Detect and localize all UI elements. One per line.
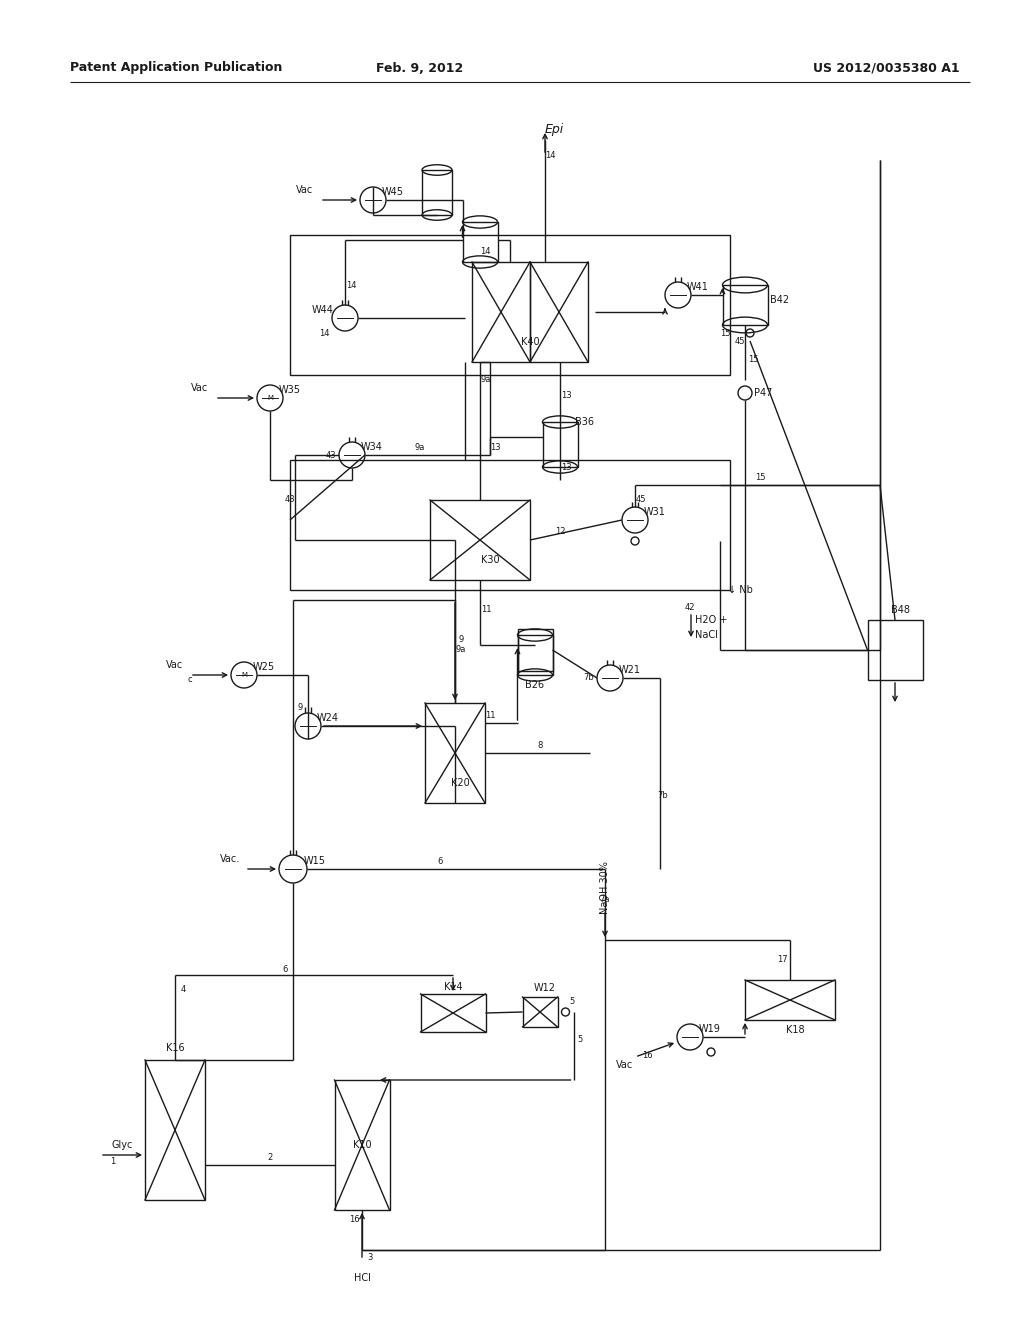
- Text: W25: W25: [253, 663, 275, 672]
- Bar: [335, 1080, 389, 1210]
- Bar: [463, 222, 498, 261]
- Text: 14: 14: [318, 329, 330, 338]
- Text: K10: K10: [352, 1140, 372, 1150]
- Text: W21: W21: [618, 665, 641, 675]
- Text: Vac: Vac: [191, 383, 209, 393]
- Text: Vac: Vac: [616, 1060, 634, 1071]
- Text: 11: 11: [484, 710, 496, 719]
- Text: 7b: 7b: [657, 791, 669, 800]
- Text: 14: 14: [545, 150, 555, 160]
- Text: W12: W12: [534, 983, 556, 993]
- Text: W34: W34: [361, 442, 383, 451]
- Text: Feb. 9, 2012: Feb. 9, 2012: [377, 62, 464, 74]
- Text: Epi: Epi: [545, 124, 564, 136]
- Text: NaCl: NaCl: [695, 630, 718, 640]
- Text: B26: B26: [525, 680, 545, 690]
- Text: HCl: HCl: [353, 1272, 371, 1283]
- Text: W31: W31: [644, 507, 666, 517]
- Text: H2O +: H2O +: [695, 615, 727, 624]
- Text: W24: W24: [317, 713, 339, 723]
- Text: 6: 6: [283, 965, 288, 974]
- Text: 16: 16: [642, 1051, 652, 1060]
- Text: 14: 14: [480, 248, 490, 256]
- Text: 9: 9: [459, 635, 464, 644]
- Text: 14: 14: [346, 281, 356, 289]
- Text: P47: P47: [754, 388, 772, 399]
- Text: M: M: [267, 395, 273, 401]
- Text: 45: 45: [636, 495, 646, 504]
- Text: 4: 4: [180, 986, 185, 994]
- Text: 15: 15: [755, 474, 765, 483]
- Text: 16: 16: [349, 1216, 359, 1225]
- Text: NaOH 30%: NaOH 30%: [600, 862, 610, 915]
- Text: Patent Application Publication: Patent Application Publication: [70, 62, 283, 74]
- Bar: [145, 1060, 205, 1200]
- Text: W45: W45: [382, 187, 404, 197]
- Text: 9a: 9a: [481, 375, 492, 384]
- Text: 5: 5: [569, 998, 574, 1006]
- Text: Glyc: Glyc: [112, 1140, 133, 1150]
- Bar: [517, 628, 553, 672]
- Text: 2: 2: [267, 1154, 272, 1163]
- Text: 43: 43: [285, 495, 295, 504]
- Text: 17: 17: [776, 956, 787, 965]
- Text: 42: 42: [685, 603, 695, 612]
- Text: 13: 13: [561, 463, 571, 473]
- Text: B48: B48: [891, 605, 909, 615]
- Text: Vac.: Vac.: [220, 854, 240, 865]
- Text: 15: 15: [720, 329, 730, 338]
- Text: 9a: 9a: [415, 442, 425, 451]
- Text: W44: W44: [312, 305, 334, 315]
- Text: K20: K20: [451, 777, 469, 788]
- Bar: [530, 261, 588, 362]
- Text: Vac: Vac: [296, 185, 313, 195]
- Bar: [422, 170, 452, 215]
- Text: B36: B36: [575, 417, 595, 426]
- Text: c: c: [187, 676, 193, 685]
- Text: W15: W15: [304, 855, 326, 866]
- Bar: [290, 235, 730, 375]
- Text: 3: 3: [368, 1254, 373, 1262]
- Text: 13: 13: [489, 444, 501, 453]
- Text: K18: K18: [785, 1026, 804, 1035]
- Bar: [517, 635, 553, 675]
- Bar: [723, 285, 768, 325]
- Text: W19: W19: [699, 1024, 721, 1034]
- Text: W35: W35: [279, 385, 301, 395]
- Text: 43: 43: [326, 450, 336, 459]
- Text: 12: 12: [555, 528, 565, 536]
- Text: 11: 11: [480, 606, 492, 615]
- Text: 6: 6: [437, 857, 442, 866]
- Text: 15: 15: [748, 355, 758, 364]
- Bar: [430, 500, 530, 579]
- Text: 8: 8: [538, 741, 543, 750]
- Text: 9: 9: [297, 704, 303, 713]
- Text: US 2012/0035380 A1: US 2012/0035380 A1: [813, 62, 961, 74]
- Bar: [745, 979, 835, 1020]
- Text: 13: 13: [561, 391, 571, 400]
- Text: W41: W41: [687, 282, 709, 292]
- Text: 5: 5: [577, 1035, 582, 1044]
- Bar: [472, 261, 530, 362]
- Bar: [522, 997, 557, 1027]
- Text: K40: K40: [520, 337, 540, 347]
- Text: 9a: 9a: [456, 645, 466, 655]
- Text: K14: K14: [443, 982, 462, 993]
- Text: 45: 45: [735, 337, 745, 346]
- Bar: [425, 704, 485, 803]
- Bar: [290, 459, 730, 590]
- Text: ↓ Nb: ↓ Nb: [728, 585, 753, 595]
- Text: 1: 1: [111, 1158, 116, 1167]
- Text: M: M: [241, 672, 247, 678]
- Bar: [867, 620, 923, 680]
- Bar: [543, 422, 578, 467]
- Text: B42: B42: [770, 294, 790, 305]
- Text: Vac: Vac: [166, 660, 183, 671]
- Text: 7b: 7b: [584, 673, 594, 682]
- Text: K16: K16: [166, 1043, 184, 1053]
- Text: 7a: 7a: [600, 895, 610, 904]
- Bar: [421, 994, 485, 1032]
- Text: K30: K30: [480, 554, 500, 565]
